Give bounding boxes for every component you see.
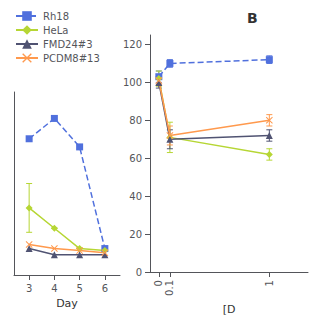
svg-text:Rh18: Rh18 xyxy=(43,11,69,22)
svg-text:3: 3 xyxy=(26,283,32,294)
svg-text:1: 1 xyxy=(264,280,275,286)
svg-text:6: 6 xyxy=(102,283,108,294)
svg-text:5: 5 xyxy=(76,283,82,294)
svg-text:0.1: 0.1 xyxy=(164,280,175,296)
svg-text:FMD24#3: FMD24#3 xyxy=(43,39,93,50)
svg-text:0: 0 xyxy=(153,280,164,286)
svg-text:4: 4 xyxy=(51,283,57,294)
svg-text:20: 20 xyxy=(129,229,142,240)
svg-text:PCDM8#13: PCDM8#13 xyxy=(43,53,100,64)
svg-text:100: 100 xyxy=(123,77,142,88)
svg-text:0: 0 xyxy=(136,267,142,278)
svg-text:80: 80 xyxy=(129,115,142,126)
svg-text:Day: Day xyxy=(56,297,78,310)
svg-text:60: 60 xyxy=(129,153,142,164)
svg-text:HeLa: HeLa xyxy=(43,25,68,36)
svg-text:40: 40 xyxy=(129,191,142,202)
svg-text:B: B xyxy=(247,10,258,26)
svg-text:[D: [D xyxy=(223,303,236,316)
svg-text:120: 120 xyxy=(123,39,142,50)
